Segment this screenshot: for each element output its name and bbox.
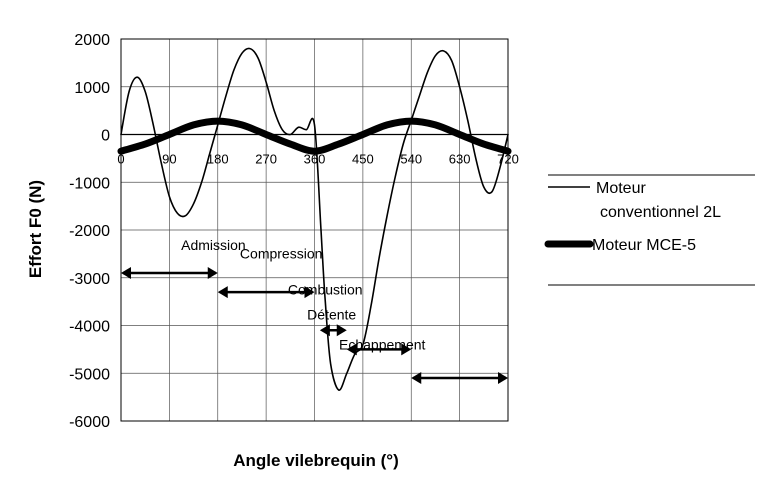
phase-annotation: Détente [307, 306, 412, 356]
phase-arrow-head-left [319, 324, 330, 337]
plot-frame [120, 38, 509, 422]
y-tick-label: -3000 [69, 271, 110, 288]
legend-label-conventional-line2: conventionnel 2L [600, 204, 721, 221]
legend: Moteur conventionnel 2L Moteur MCE-5 [544, 174, 755, 286]
phase-label: Admission [181, 237, 246, 253]
phase-annotation: Compression [217, 246, 322, 299]
grid [120, 38, 509, 422]
y-tick-label: 0 [101, 128, 110, 145]
series-line-conventional [120, 47, 509, 391]
x-tick-label: 270 [255, 152, 277, 167]
x-tick-label: 90 [162, 152, 176, 167]
y-tick-label: 1000 [74, 80, 110, 97]
phase-arrow-head-left [411, 372, 422, 385]
x-tick-labels: 0 90 180 270 360 450 540 630 720 [117, 152, 518, 167]
phase-annotation: Echappement [339, 336, 508, 385]
x-axis-title: Angle vilebrequin (°) [233, 451, 398, 470]
x-tick-label: 630 [449, 152, 471, 167]
phase-label: Echappement [339, 336, 426, 352]
phase-arrow-head-left [346, 343, 357, 356]
phase-arrow-head-right [304, 286, 315, 299]
y-tick-label: -1000 [69, 175, 110, 192]
x-tick-label: 450 [352, 152, 374, 167]
phase-arrow-head-right [401, 343, 412, 356]
x-tick-label: 0 [117, 152, 124, 167]
series-line-mce5 [117, 117, 512, 155]
phase-arrow-head-left [121, 266, 131, 279]
phase-arrow-head-right [336, 324, 347, 337]
x-tick-label: 360 [304, 152, 326, 167]
series-group [117, 47, 512, 391]
phase-annotation: Combustion [288, 281, 363, 337]
y-axis-title: Effort F0 (N) [26, 180, 45, 278]
y-tick-label: -5000 [69, 366, 110, 383]
x-tick-label: 180 [207, 152, 229, 167]
x-tick-label: 540 [400, 152, 422, 167]
y-tick-label: 2000 [74, 32, 110, 49]
phase-arrow-head-left [217, 286, 228, 299]
legend-label-mce5: Moteur MCE-5 [592, 237, 696, 254]
y-tick-label: -4000 [69, 319, 110, 336]
phase-annotation: Admission [121, 237, 246, 279]
y-tick-labels: 2000 1000 0 -1000 -2000 -3000 -4000 -5000 -6000 [69, 32, 110, 431]
phase-label: Compression [240, 246, 322, 262]
phase-arrow-head-right [498, 372, 508, 385]
y-tick-label: -2000 [69, 223, 110, 240]
y-tick-label: -6000 [69, 414, 110, 431]
phase-label: Détente [307, 306, 356, 322]
phase-label: Combustion [288, 281, 363, 297]
legend-label-conventional-line1: Moteur [596, 180, 646, 197]
phase-arrow-head-right [207, 266, 218, 279]
